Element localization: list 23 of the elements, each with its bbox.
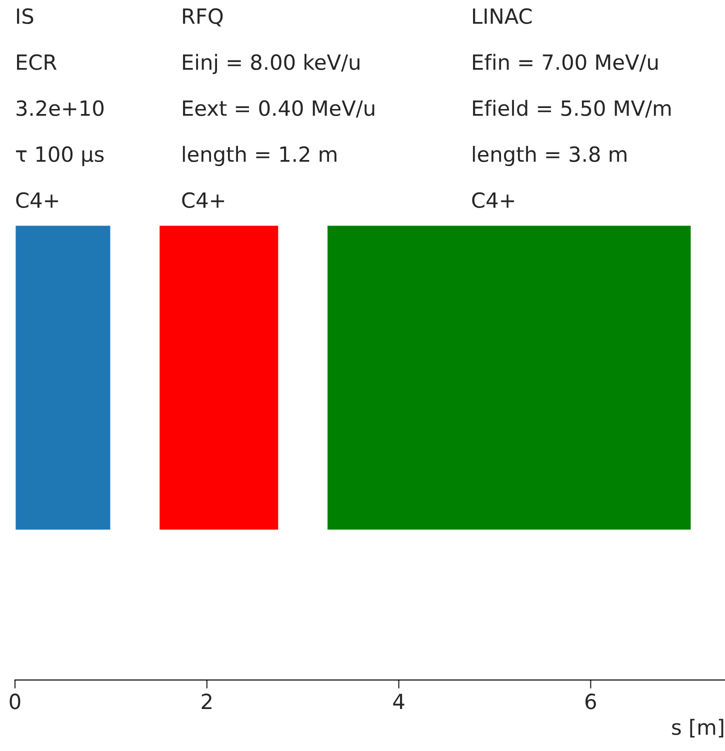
x-tick-label: 0 (10, 694, 20, 710)
x-tick-label: 6 (586, 694, 596, 710)
text: Efin = 7.00 MeV/u (473, 54, 658, 72)
annotation: C4+ (182, 192, 224, 208)
annotation: C4+ (472, 192, 514, 208)
text: LINAC (473, 8, 532, 24)
bar (326, 225, 692, 532)
annotation: 3.2e+10 (16, 100, 104, 116)
x-axis-title: s [m] (672, 718, 724, 738)
annotation: τ 100 μs (16, 146, 104, 166)
x-tick-label: 2 (202, 694, 212, 710)
annotation: length = 3.8 m (472, 146, 626, 166)
text: Einj = 8.00 keV/u (183, 54, 360, 74)
annotation: Eext = 0.40 MeV/u (183, 100, 374, 118)
text: ECR (17, 54, 57, 70)
annotation: length = 1.2 m (182, 146, 336, 166)
x-tick-label: 4 (393, 694, 404, 710)
bar (158, 225, 280, 532)
text: IS (17, 8, 34, 24)
annotation: Efield = 5.50 MV/m (473, 100, 671, 118)
annotation: C4+ (16, 192, 58, 208)
bar (15, 225, 112, 532)
text: RFQ (183, 8, 223, 26)
